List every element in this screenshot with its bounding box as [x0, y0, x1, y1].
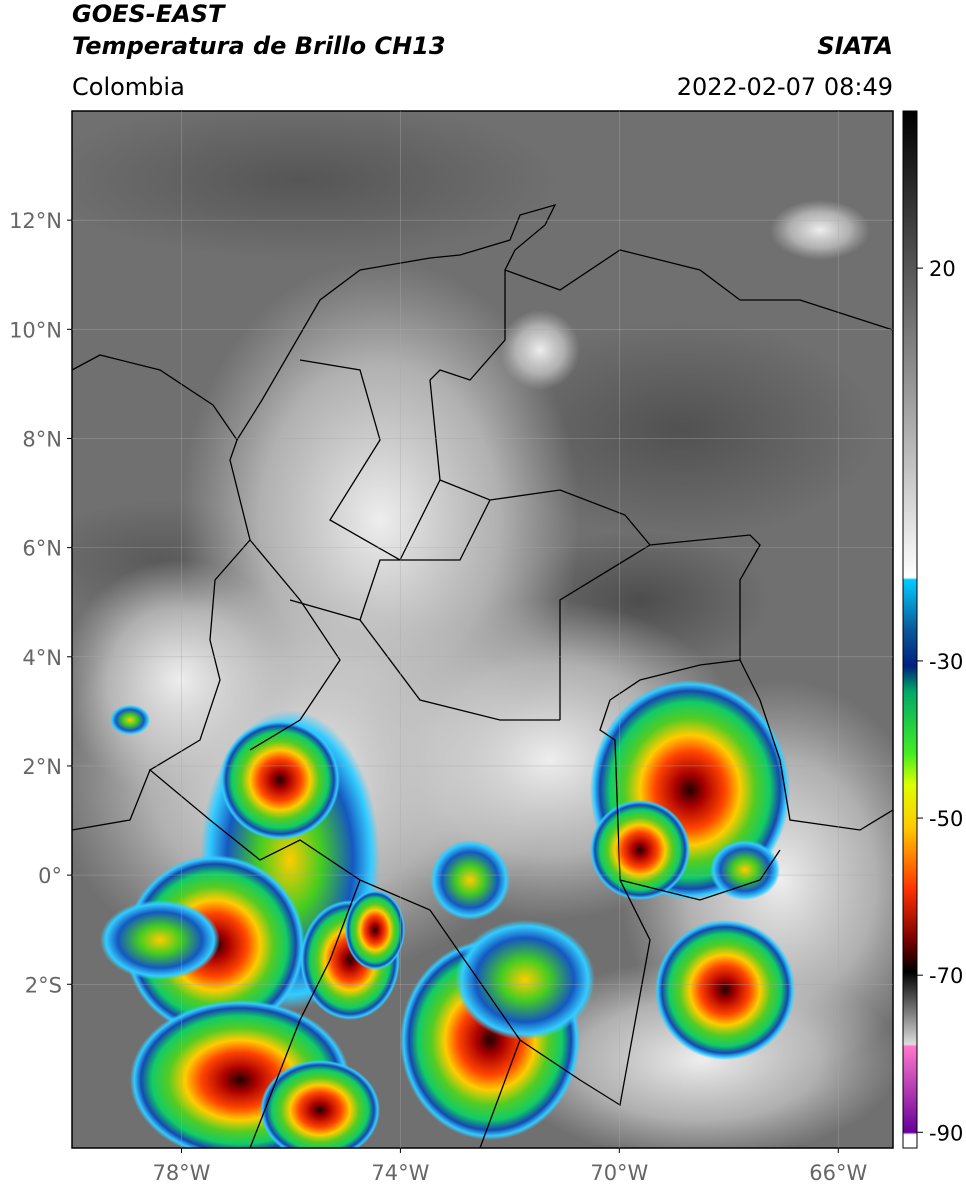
x-tick-label: 66°W — [809, 1161, 867, 1185]
y-tick-label: 8°N — [22, 427, 62, 451]
y-tick-label: 0° — [38, 864, 62, 888]
title: GOES-EAST — [72, 0, 226, 28]
subtitle: Temperatura de Brillo CH13 — [72, 32, 446, 60]
colorbar-tick-label: -50 — [929, 807, 963, 831]
colorbar — [902, 110, 918, 1149]
region: Colombia — [72, 73, 185, 101]
y-tick-label: 12°N — [9, 209, 62, 233]
colorbar-tick-label: -30 — [929, 650, 963, 674]
y-tick-label: 2°N — [22, 755, 62, 779]
colorbar-tick-label: 20 — [929, 257, 956, 281]
satellite-image — [72, 111, 893, 1148]
x-tick-label: 74°W — [371, 1161, 429, 1185]
map-frame — [71, 110, 894, 1149]
x-tick-label: 70°W — [590, 1161, 648, 1185]
y-tick-label: 10°N — [9, 318, 62, 342]
colorbar-tick-label: -90 — [929, 1121, 963, 1145]
datetime: 2022-02-07 08:49 — [677, 73, 893, 101]
y-tick-label: 2°S — [25, 973, 62, 997]
colorbar-tick-label: -70 — [929, 964, 963, 988]
source: SIATA — [817, 32, 893, 60]
y-tick-label: 6°N — [22, 537, 62, 561]
borders — [72, 203, 893, 1148]
y-tick-label: 4°N — [22, 646, 62, 670]
x-tick-label: 78°W — [152, 1161, 210, 1185]
